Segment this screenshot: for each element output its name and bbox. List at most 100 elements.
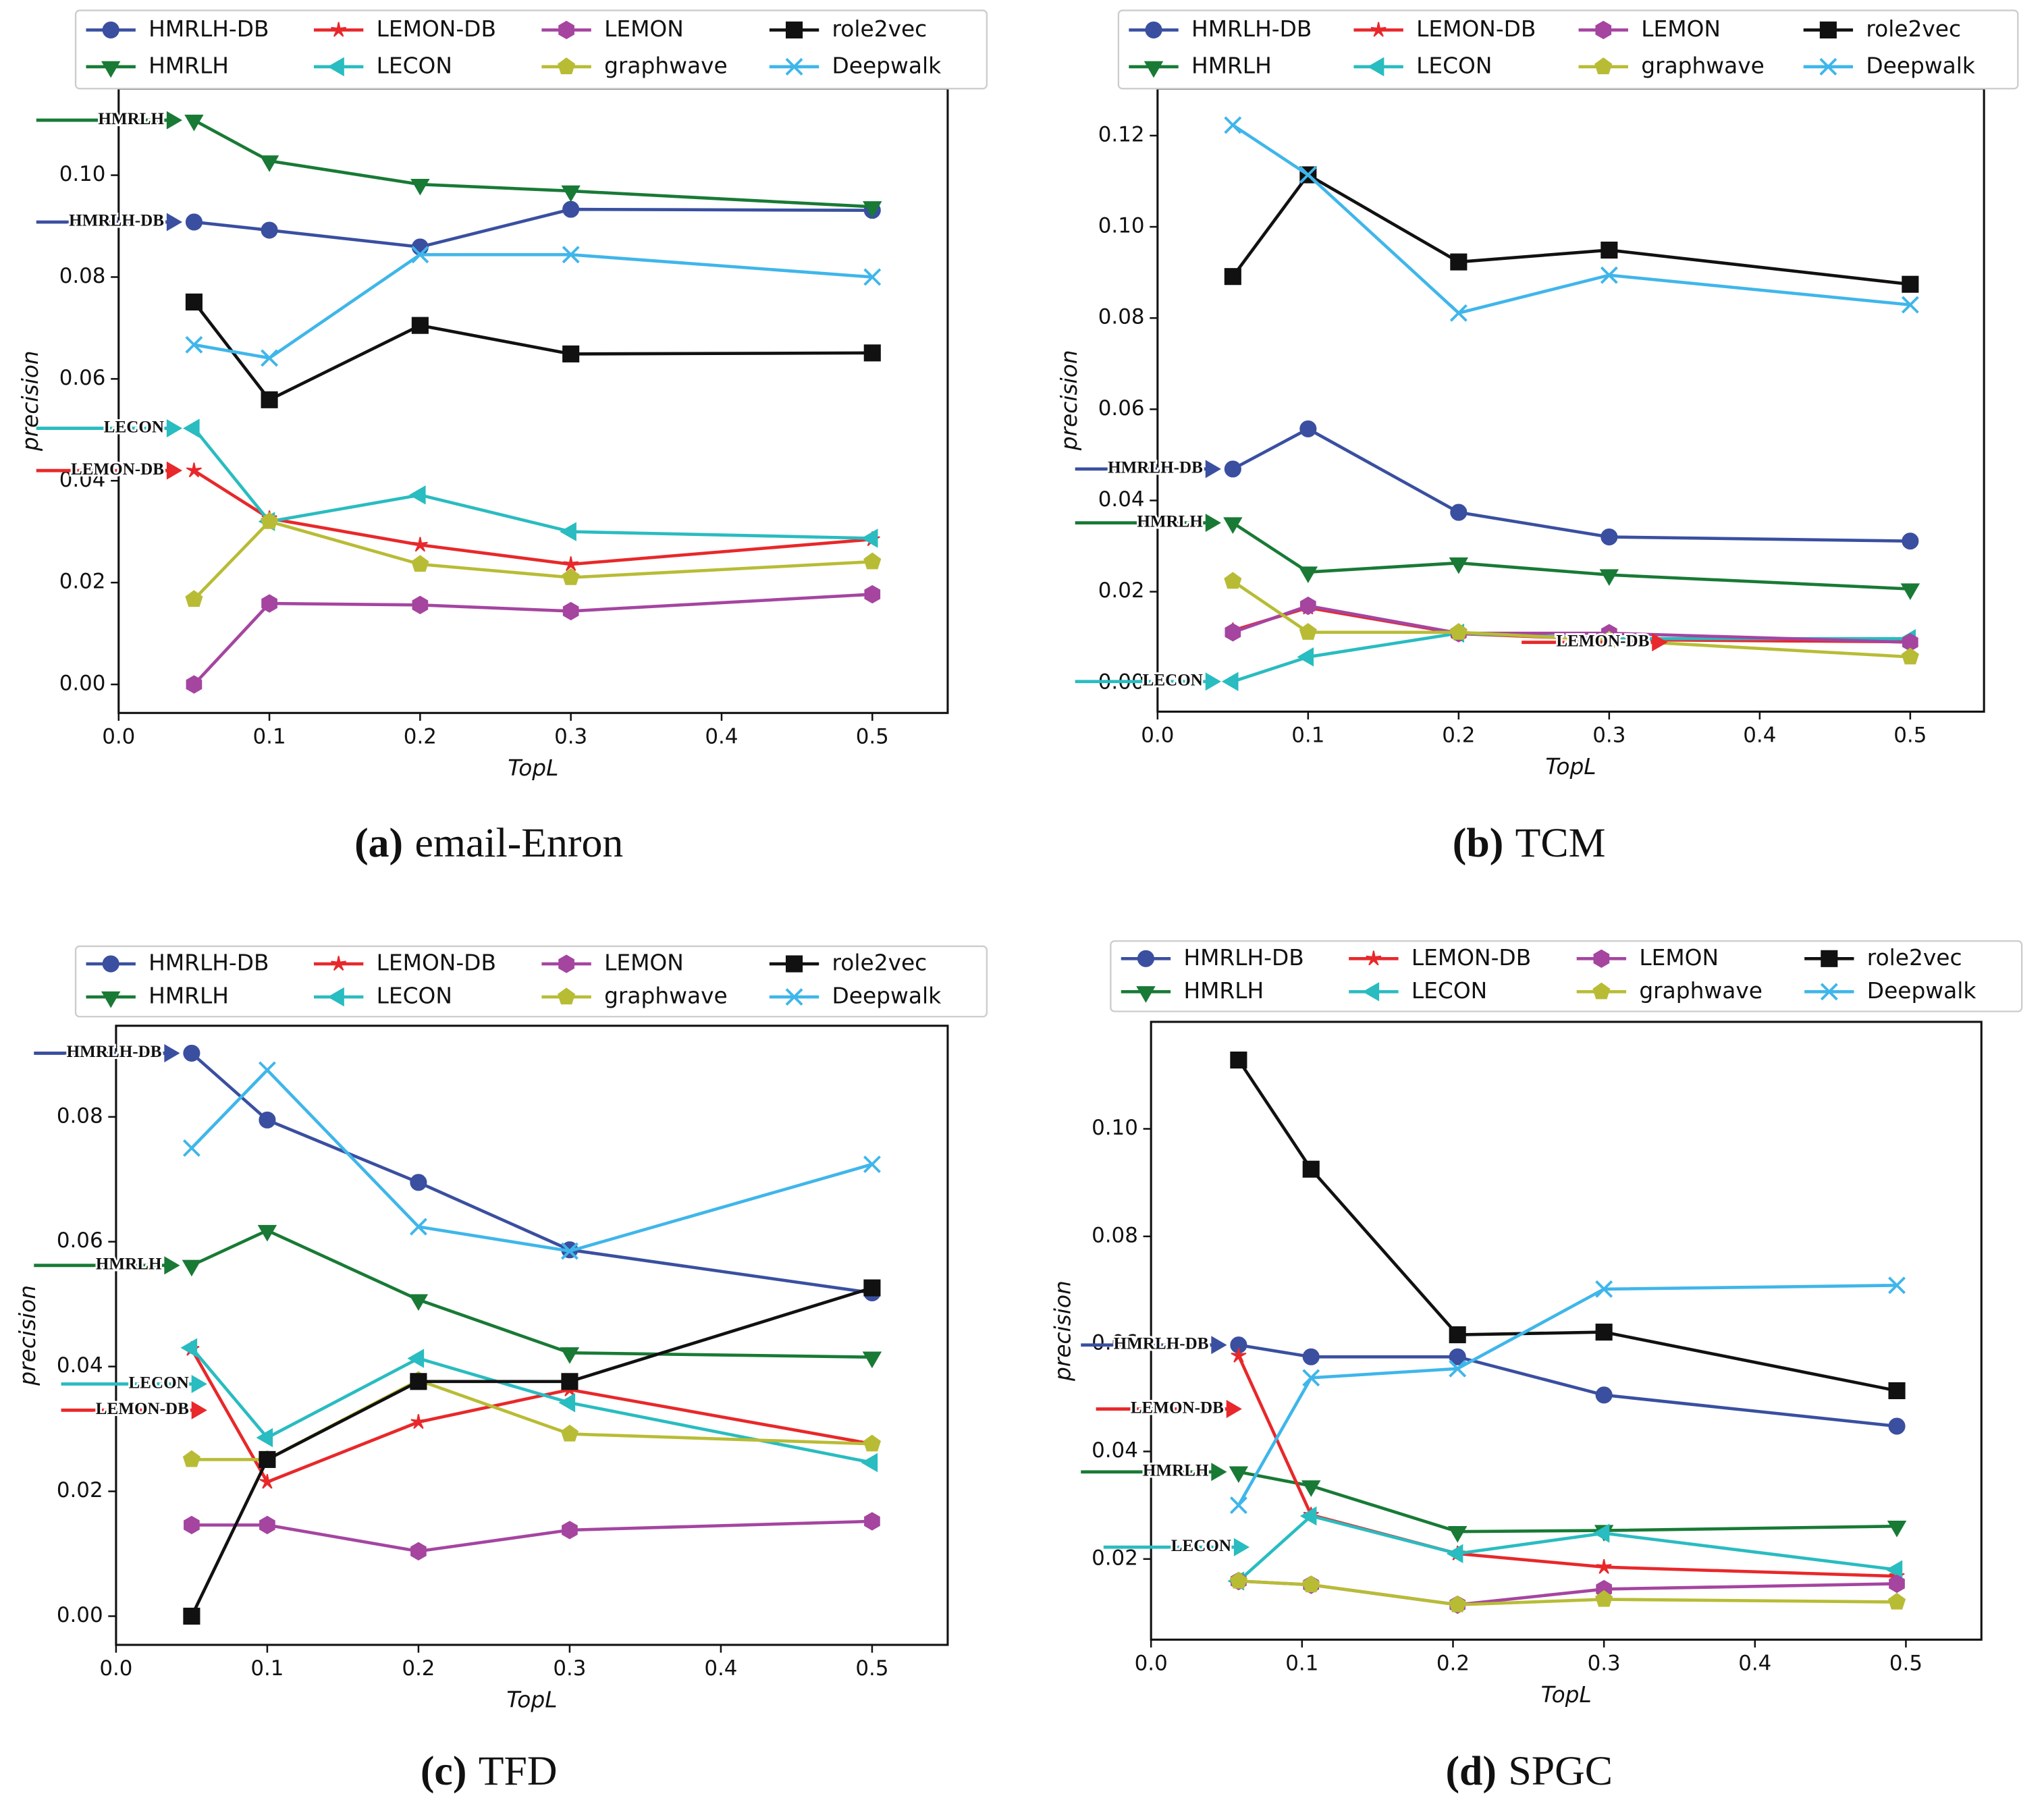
marker — [1449, 1359, 1467, 1378]
marker — [1230, 1051, 1247, 1069]
marker — [261, 391, 278, 408]
legend-label: HMRLH — [1191, 53, 1272, 78]
marker — [185, 590, 203, 607]
marker — [1298, 566, 1318, 583]
marker — [185, 335, 203, 354]
annotation: LECON — [104, 418, 164, 436]
marker — [861, 1453, 878, 1473]
legend-label: HMRLH-DB — [149, 16, 269, 42]
y-tick-label: 0.10 — [1092, 1116, 1138, 1140]
y-tick-label: 0.08 — [1092, 1223, 1138, 1247]
marker — [863, 201, 882, 218]
marker — [185, 293, 203, 310]
marker — [785, 988, 803, 1006]
marker — [1821, 950, 1838, 967]
marker — [411, 246, 429, 264]
legend-label: LEMON — [604, 950, 684, 976]
marker — [1888, 1417, 1906, 1435]
marker — [259, 1473, 275, 1489]
marker — [1302, 1575, 1320, 1593]
marker — [562, 200, 580, 218]
y-tick-label: 0.08 — [57, 1104, 103, 1128]
marker — [1145, 21, 1162, 38]
legend-label: LEMON-DB — [1411, 945, 1531, 971]
legend-label: LEMON-DB — [1416, 16, 1536, 42]
caption: (d) SPGC — [1445, 1748, 1612, 1794]
marker — [410, 1373, 427, 1390]
marker — [1301, 1480, 1321, 1497]
marker — [1224, 116, 1242, 134]
marker — [1299, 166, 1317, 184]
legend-label: HMRLH — [149, 983, 229, 1009]
marker — [558, 20, 574, 40]
legend-frame — [74, 945, 988, 1018]
marker — [102, 21, 119, 38]
marker — [1302, 1369, 1320, 1387]
marker — [102, 955, 119, 973]
marker — [1223, 517, 1243, 535]
annotation-arrowhead — [191, 1374, 207, 1394]
y-tick-label: 0.02 — [59, 570, 106, 594]
marker — [1888, 1276, 1906, 1295]
marker — [863, 552, 882, 570]
annotation: HMRLH-DB — [69, 212, 164, 230]
y-axis-label: precision — [18, 350, 43, 452]
marker — [1885, 1560, 1903, 1579]
marker — [863, 268, 882, 286]
marker — [1596, 1558, 1612, 1574]
marker — [1366, 950, 1382, 966]
marker — [182, 1259, 202, 1277]
marker — [257, 1224, 277, 1242]
annotation: LECON — [1143, 672, 1203, 690]
marker — [862, 1351, 882, 1369]
marker — [408, 485, 426, 505]
marker — [562, 246, 580, 264]
x-tick-label: 0.1 — [1285, 1651, 1318, 1675]
marker — [410, 1414, 427, 1429]
marker — [864, 585, 881, 604]
x-tick-label: 0.5 — [1893, 724, 1927, 748]
legend-label: HMRLH-DB — [1183, 945, 1303, 971]
marker — [261, 221, 278, 239]
legend-frame — [1117, 9, 2019, 90]
marker — [558, 57, 576, 74]
annotation-arrowhead — [1226, 1400, 1242, 1419]
marker — [1592, 982, 1611, 1000]
x-tick-label: 0.1 — [1291, 724, 1324, 748]
marker — [1367, 57, 1384, 77]
annotation-arrowhead — [1205, 460, 1221, 479]
marker — [410, 178, 430, 196]
marker — [1299, 420, 1317, 437]
marker — [1299, 596, 1316, 616]
legend-label: Deepwalk — [832, 983, 942, 1009]
marker — [558, 1393, 576, 1413]
y-tick-label: 0.02 — [57, 1478, 103, 1502]
x-tick-label: 0.3 — [553, 1656, 586, 1681]
y-tick-label: 0.08 — [59, 264, 106, 288]
x-tick-label: 0.1 — [253, 724, 286, 749]
marker — [1595, 20, 1612, 40]
annotation-arrowhead — [166, 461, 183, 480]
marker — [410, 1174, 427, 1191]
x-axis-label: TopL — [508, 755, 558, 781]
annotation-arrowhead — [1652, 633, 1668, 652]
y-axis-label: precision — [15, 1285, 41, 1386]
y-tick-label: 0.04 — [1098, 487, 1145, 512]
marker — [1601, 241, 1618, 259]
marker — [1449, 1326, 1466, 1344]
marker — [184, 114, 204, 132]
legend-label: role2vec — [832, 950, 927, 976]
marker — [1449, 304, 1468, 322]
caption-label: (c) — [421, 1748, 467, 1794]
legend-label: Deepwalk — [1867, 978, 1976, 1004]
x-tick-label: 0.2 — [402, 1656, 435, 1681]
y-tick-label: 0.02 — [1092, 1546, 1138, 1570]
legend-label: graphwave — [604, 983, 728, 1009]
annotation: HMRLH-DB — [1108, 459, 1203, 477]
marker — [183, 1044, 200, 1062]
marker — [1888, 1382, 1906, 1399]
marker — [1600, 266, 1618, 284]
marker — [411, 238, 429, 256]
